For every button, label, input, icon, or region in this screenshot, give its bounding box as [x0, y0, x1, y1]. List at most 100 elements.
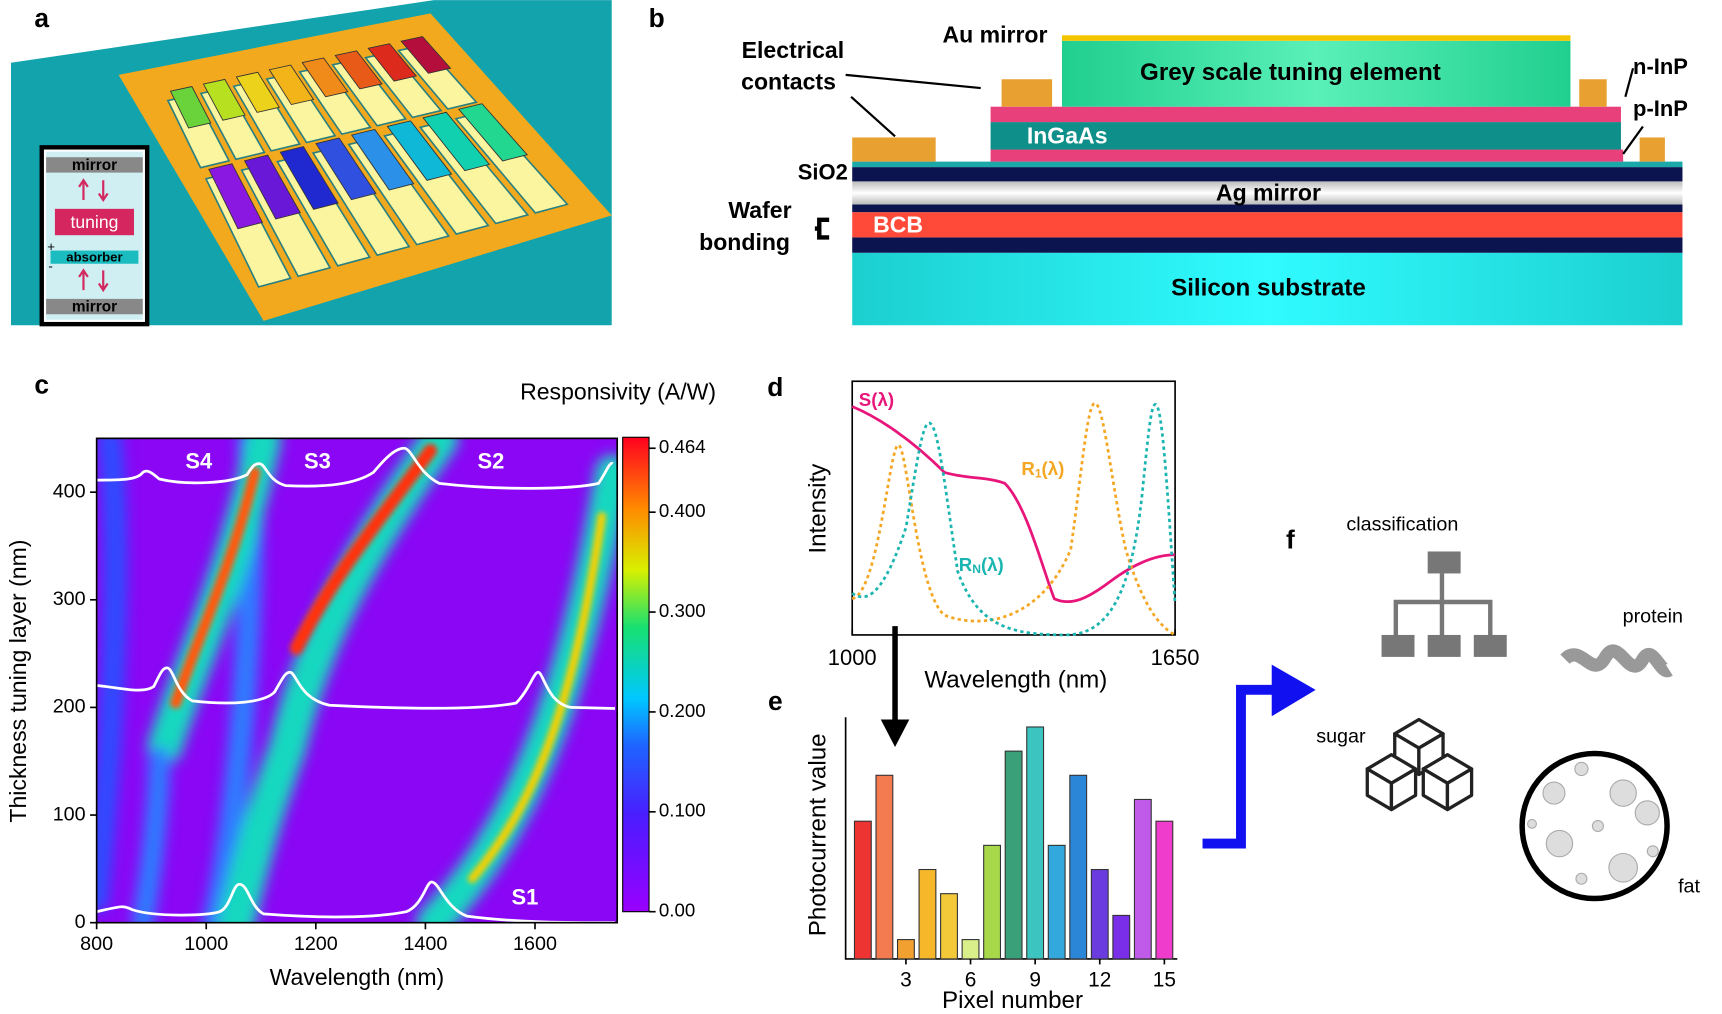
pixel-bar: [235, 71, 280, 113]
panel-a: [10, 0, 612, 327]
pixel-bar: [367, 43, 418, 82]
pixel-bar: [350, 128, 415, 191]
panel-letter: d: [767, 372, 783, 402]
y-tick-label: 200: [53, 696, 86, 718]
label: contacts: [741, 69, 836, 95]
pixel-bar: [268, 64, 315, 106]
response-curve: [851, 402, 1177, 637]
label-main: S: [859, 389, 871, 410]
colorbar-tick-label: 0.00: [659, 900, 695, 921]
x-tick-label: 1600: [513, 933, 557, 955]
pixel-bar: [400, 36, 452, 74]
label: n-InP: [1633, 54, 1688, 79]
x-axis-label: Pixel number: [942, 987, 1083, 1014]
bar: [1026, 726, 1045, 960]
contact: [1001, 79, 1053, 107]
label-main: R: [1021, 458, 1035, 479]
label: classification: [1346, 513, 1458, 535]
layer-ingaas: [990, 122, 1621, 150]
mode-label: S1: [512, 884, 539, 909]
spectra-overlay: [96, 446, 616, 925]
au-mirror: [1061, 35, 1571, 41]
contact: [1579, 79, 1607, 107]
x-axis-label: Wavelength (nm): [924, 666, 1107, 693]
label: +: [47, 239, 55, 254]
label: mirror: [72, 157, 117, 174]
protein-icon: [1560, 644, 1673, 678]
mode-label: S3: [304, 448, 331, 473]
label: sugar: [1316, 725, 1366, 747]
pixel-bar: [243, 154, 301, 220]
label: Wafer: [728, 197, 791, 223]
label: absorber: [66, 250, 122, 265]
bar: [1090, 868, 1109, 960]
arrow-head: [880, 719, 910, 747]
curve-label: RN(λ): [959, 554, 1004, 577]
y-tick-label: 400: [53, 480, 86, 502]
x-tick-label: 1650: [1151, 645, 1200, 670]
x-tick-label: 3: [900, 968, 912, 991]
inset-bg: [46, 151, 143, 320]
label: BCB: [873, 211, 923, 237]
label: protein: [1623, 606, 1683, 628]
label-rest: (λ): [981, 554, 1004, 575]
colorbar-tick-label: 0.100: [659, 800, 706, 821]
bar: [1112, 914, 1131, 960]
label: tuning: [71, 212, 119, 232]
pixel-bar: [202, 78, 246, 121]
colorbar: [622, 436, 650, 913]
colorbar-title: Responsivity (A/W): [520, 378, 716, 404]
heatmap-cores: [170, 443, 607, 884]
flow-arrow-head: [1271, 664, 1316, 717]
x-tick-label: 1200: [294, 933, 338, 955]
inset-mirror: [46, 298, 143, 315]
panel-c: 800 1000 1200 1400 1600 0 100 200 300 400 0.00 0.10…: [5, 378, 716, 989]
curve-label: S(λ): [859, 389, 894, 410]
mode-label: S2: [477, 448, 504, 473]
pixel-bar: [169, 86, 212, 129]
inset-mirror: [46, 157, 143, 173]
sugar-icon: [1365, 717, 1474, 812]
colorbar-tick-label: 0.464: [659, 436, 706, 457]
layer-p-inp: [990, 149, 1624, 162]
pixel-array: [166, 36, 569, 288]
layer-silicon: [852, 252, 1683, 326]
x-tick-label: 800: [80, 933, 113, 955]
contact: [1639, 137, 1665, 162]
x-tick-label: 1000: [184, 933, 228, 955]
inset-arrows: [78, 178, 109, 293]
bar: [940, 893, 958, 960]
contacts: [852, 79, 1665, 162]
plot-frame: [95, 437, 619, 924]
bar: [1004, 750, 1023, 960]
label: Au mirror: [942, 22, 1047, 48]
mode-label: S4: [185, 448, 213, 473]
flow-arrow: [1202, 684, 1277, 849]
response-curve: [851, 401, 1176, 637]
inset-tuning: [54, 208, 134, 236]
classification-icon: [1381, 551, 1507, 657]
bar: [853, 820, 872, 960]
label: mirror: [72, 299, 117, 316]
bar: [1155, 820, 1174, 960]
colorbar-tick-label: 0.400: [659, 500, 706, 521]
curve-label: R1(λ): [1021, 458, 1064, 481]
colorbar-tick-label: 0.200: [659, 700, 706, 721]
layer-ag: [852, 181, 1683, 205]
label-sub: 1: [1035, 467, 1042, 481]
pixel-bar: [208, 163, 264, 230]
panel-letter: e: [768, 686, 783, 716]
panel-letter: b: [649, 3, 665, 33]
label: p-InP: [1633, 96, 1688, 121]
layer-n-inp: [990, 106, 1621, 123]
label: -: [48, 259, 52, 274]
x-tick-label: 6: [965, 968, 977, 991]
panel-letter: f: [1286, 525, 1295, 555]
pixel-bar: [334, 50, 383, 90]
x-tick-label: 1000: [828, 645, 877, 670]
label: InGaAs: [1027, 123, 1108, 149]
bar: [983, 844, 1002, 960]
label: Ag mirror: [1216, 180, 1321, 206]
